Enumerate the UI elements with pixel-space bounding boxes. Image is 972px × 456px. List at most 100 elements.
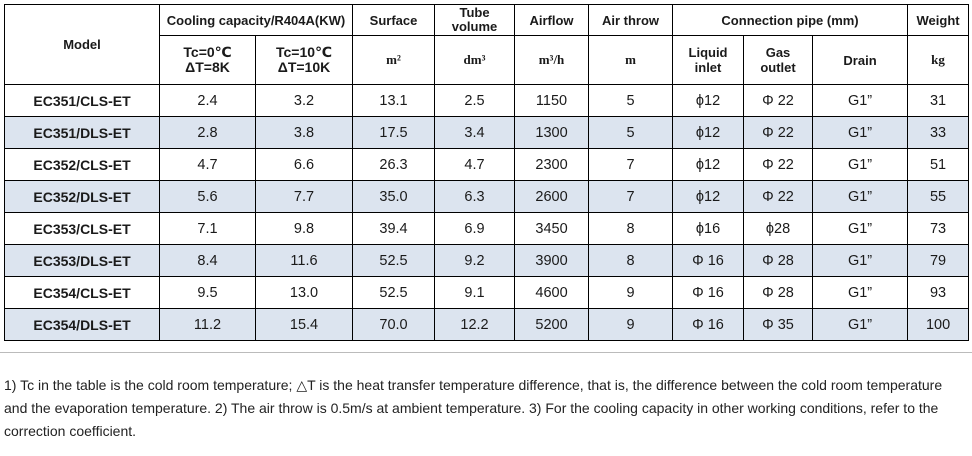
cell-drain: G1” <box>812 148 909 181</box>
notes-divider <box>0 352 972 353</box>
cell-weight: 100 <box>907 308 970 341</box>
subheader-gas-outlet: Gas outlet <box>743 35 814 85</box>
cell-surface: 26.3 <box>352 148 436 181</box>
cell-airflow: 1150 <box>514 84 590 117</box>
cell-tc0: 4.7 <box>159 148 256 181</box>
subheader-tube-unit: dm³ <box>434 35 516 85</box>
cell-throw: 8 <box>588 212 674 245</box>
cell-throw: 5 <box>588 116 674 149</box>
cell-airflow: 2600 <box>514 180 590 213</box>
subheader-drain: Drain <box>812 35 909 85</box>
col-header-air-throw: Air throw <box>588 4 674 36</box>
cell-liquid: Φ 16 <box>672 308 745 341</box>
cell-liquid: ϕ12 <box>672 180 745 213</box>
cell-airflow: 2300 <box>514 148 590 181</box>
cell-surface: 52.5 <box>352 276 436 309</box>
cell-gas: Φ 22 <box>743 84 814 117</box>
table-row: EC352/DLS-ET 5.6 7.7 35.0 6.3 2600 7 ϕ12… <box>4 180 970 213</box>
cell-weight: 55 <box>907 180 970 213</box>
cell-tube: 6.3 <box>434 180 516 213</box>
cell-model: EC354/DLS-ET <box>4 308 160 341</box>
cell-surface: 35.0 <box>352 180 436 213</box>
subheader-throw-unit: m <box>588 35 674 85</box>
cell-airflow: 4600 <box>514 276 590 309</box>
table-row: EC354/CLS-ET 9.5 13.0 52.5 9.1 4600 9 Φ … <box>4 276 970 309</box>
cell-throw: 5 <box>588 84 674 117</box>
cell-weight: 51 <box>907 148 970 181</box>
tc10-line1: Tc=10℃ <box>276 44 332 60</box>
cell-surface: 52.5 <box>352 244 436 277</box>
cell-airflow: 5200 <box>514 308 590 341</box>
cell-throw: 9 <box>588 276 674 309</box>
cell-airflow: 3900 <box>514 244 590 277</box>
tc0-line1: Tc=0℃ <box>183 44 232 60</box>
cell-drain: G1” <box>812 244 909 277</box>
cell-liquid: ϕ12 <box>672 84 745 117</box>
cell-throw: 9 <box>588 308 674 341</box>
cell-airflow: 3450 <box>514 212 590 245</box>
subheader-weight-unit: kg <box>907 35 970 85</box>
cell-drain: G1” <box>812 116 909 149</box>
cell-throw: 7 <box>588 148 674 181</box>
cell-weight: 79 <box>907 244 970 277</box>
cell-surface: 70.0 <box>352 308 436 341</box>
cell-tc10: 9.8 <box>254 212 354 245</box>
cell-model: EC352/DLS-ET <box>4 180 160 213</box>
subheader-tc0: Tc=0℃ ΔT=8K <box>159 35 256 85</box>
cell-tc10: 6.6 <box>254 148 354 181</box>
cell-tc0: 2.4 <box>159 84 256 117</box>
cell-model: EC351/CLS-ET <box>4 84 160 117</box>
cell-drain: G1” <box>812 212 909 245</box>
cell-surface: 17.5 <box>352 116 436 149</box>
cell-weight: 33 <box>907 116 970 149</box>
cell-tc0: 11.2 <box>159 308 256 341</box>
cell-drain: G1” <box>812 180 909 213</box>
cell-tc10: 15.4 <box>254 308 354 341</box>
table-row: EC354/DLS-ET 11.2 15.4 70.0 12.2 5200 9 … <box>4 308 970 341</box>
col-header-connection: Connection pipe (mm) <box>672 4 909 36</box>
gas-line2: outlet <box>760 60 796 75</box>
cell-gas: Φ 35 <box>743 308 814 341</box>
cell-tc0: 9.5 <box>159 276 256 309</box>
col-header-airflow: Airflow <box>514 4 590 36</box>
cell-tube: 6.9 <box>434 212 516 245</box>
cell-tc10: 7.7 <box>254 180 354 213</box>
cell-gas: Φ 22 <box>743 180 814 213</box>
cell-tc0: 5.6 <box>159 180 256 213</box>
subheader-tc10: Tc=10℃ ΔT=10K <box>254 35 354 85</box>
cell-weight: 93 <box>907 276 970 309</box>
cell-model: EC351/DLS-ET <box>4 116 160 149</box>
col-header-model: Model <box>4 4 160 85</box>
cell-liquid: Φ 16 <box>672 244 745 277</box>
liquid-line2: inlet <box>694 60 722 75</box>
cell-weight: 73 <box>907 212 970 245</box>
cell-airflow: 1300 <box>514 116 590 149</box>
cell-tc10: 3.2 <box>254 84 354 117</box>
cell-gas: Φ 28 <box>743 244 814 277</box>
cell-tc10: 11.6 <box>254 244 354 277</box>
cell-gas: Φ 28 <box>743 276 814 309</box>
subheader-airflow-unit: m³/h <box>514 35 590 85</box>
col-header-cooling: Cooling capacity/R404A(KW) <box>158 4 354 36</box>
cell-model: EC353/CLS-ET <box>4 212 160 245</box>
cell-weight: 31 <box>907 84 970 117</box>
cell-tc0: 8.4 <box>159 244 256 277</box>
cell-throw: 7 <box>588 180 674 213</box>
cell-tc0: 2.8 <box>159 116 256 149</box>
tc0-line2: ΔT=8K <box>185 59 230 75</box>
gas-line1: Gas <box>765 45 791 60</box>
table-row: EC353/CLS-ET 7.1 9.8 39.4 6.9 3450 8 ϕ16… <box>4 212 970 245</box>
header-row-1: Model Cooling capacity/R404A(KW) Surface… <box>4 4 970 85</box>
cell-surface: 13.1 <box>352 84 436 117</box>
cell-tube: 3.4 <box>434 116 516 149</box>
cell-gas: Φ 22 <box>743 148 814 181</box>
table-row: EC351/DLS-ET 2.8 3.8 17.5 3.4 1300 5 ϕ12… <box>4 116 970 149</box>
cell-liquid: Φ 16 <box>672 276 745 309</box>
liquid-line1: Liquid <box>688 45 728 60</box>
cell-liquid: ϕ12 <box>672 148 745 181</box>
cell-model: EC352/CLS-ET <box>4 148 160 181</box>
col-header-weight: Weight <box>907 4 970 36</box>
footnotes: 1) Tc in the table is the cold room temp… <box>4 377 943 439</box>
spec-table: Model Cooling capacity/R404A(KW) Surface… <box>4 4 970 341</box>
